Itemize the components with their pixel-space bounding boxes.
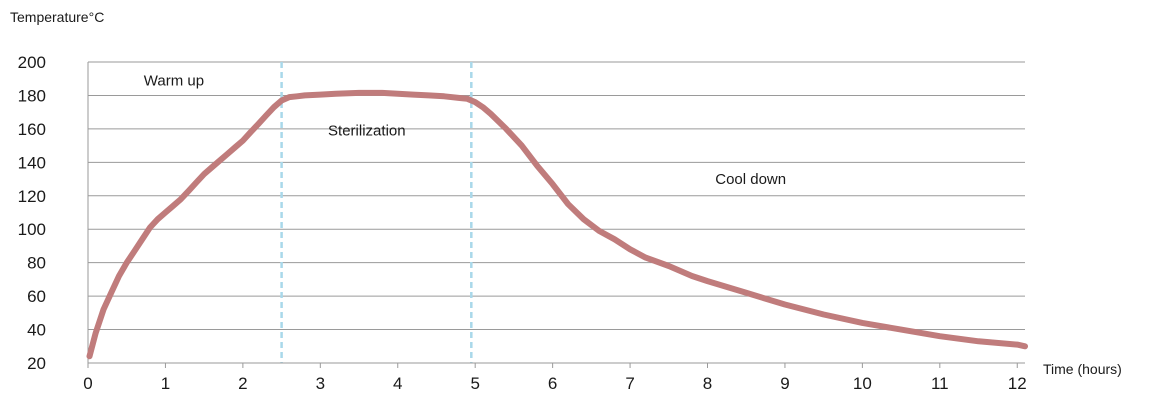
- x-tick-label: 12: [1008, 374, 1027, 393]
- y-tick-label: 120: [18, 187, 46, 206]
- y-tick-label: 60: [27, 287, 46, 306]
- phase-label: Cool down: [715, 171, 786, 188]
- x-tick-label: 6: [548, 374, 557, 393]
- y-tick-label: 200: [18, 53, 46, 72]
- y-axis-title: Temperature°C: [10, 9, 104, 25]
- x-axis-title: Time (hours): [1043, 361, 1122, 377]
- grid-lines: [88, 61, 1025, 331]
- y-tick-label: 180: [18, 86, 46, 105]
- x-tick-label: 9: [780, 374, 789, 393]
- y-tick-label: 40: [27, 321, 46, 340]
- series: [86, 89, 1028, 360]
- axes: [87, 62, 1025, 364]
- x-tick-label: 11: [931, 374, 949, 393]
- temperature-series-line: [86, 89, 1028, 360]
- phase-label: Sterilization: [328, 123, 406, 140]
- y-tick-label: 160: [18, 120, 46, 139]
- phase-annotations: Warm up Sterilization Cool down: [144, 72, 786, 188]
- x-tick-label: 2: [238, 374, 247, 393]
- phase-label: Warm up: [144, 72, 204, 89]
- y-tick-labels: 20 40 60 80 100 120 140 160 180 200: [18, 53, 46, 373]
- x-tick-label: 0: [83, 374, 92, 393]
- y-tick-label: 100: [18, 220, 46, 239]
- x-tick-label: 3: [316, 374, 325, 393]
- x-tick-label: 10: [853, 374, 872, 393]
- x-tick-label: 7: [625, 374, 634, 393]
- phase-dividers: [280, 62, 473, 363]
- y-tick-label: 20: [27, 354, 46, 373]
- y-tick-label: 140: [18, 153, 46, 172]
- y-tick-label: 80: [27, 254, 46, 273]
- x-tick-label: 4: [393, 374, 402, 393]
- x-tick-labels: 0 1 2 3 4 5 6 7 8 9 10 11 12: [83, 363, 1027, 393]
- x-tick-label: 5: [470, 374, 479, 393]
- x-tick-label: 1: [161, 374, 170, 393]
- x-tick-label: 8: [703, 374, 712, 393]
